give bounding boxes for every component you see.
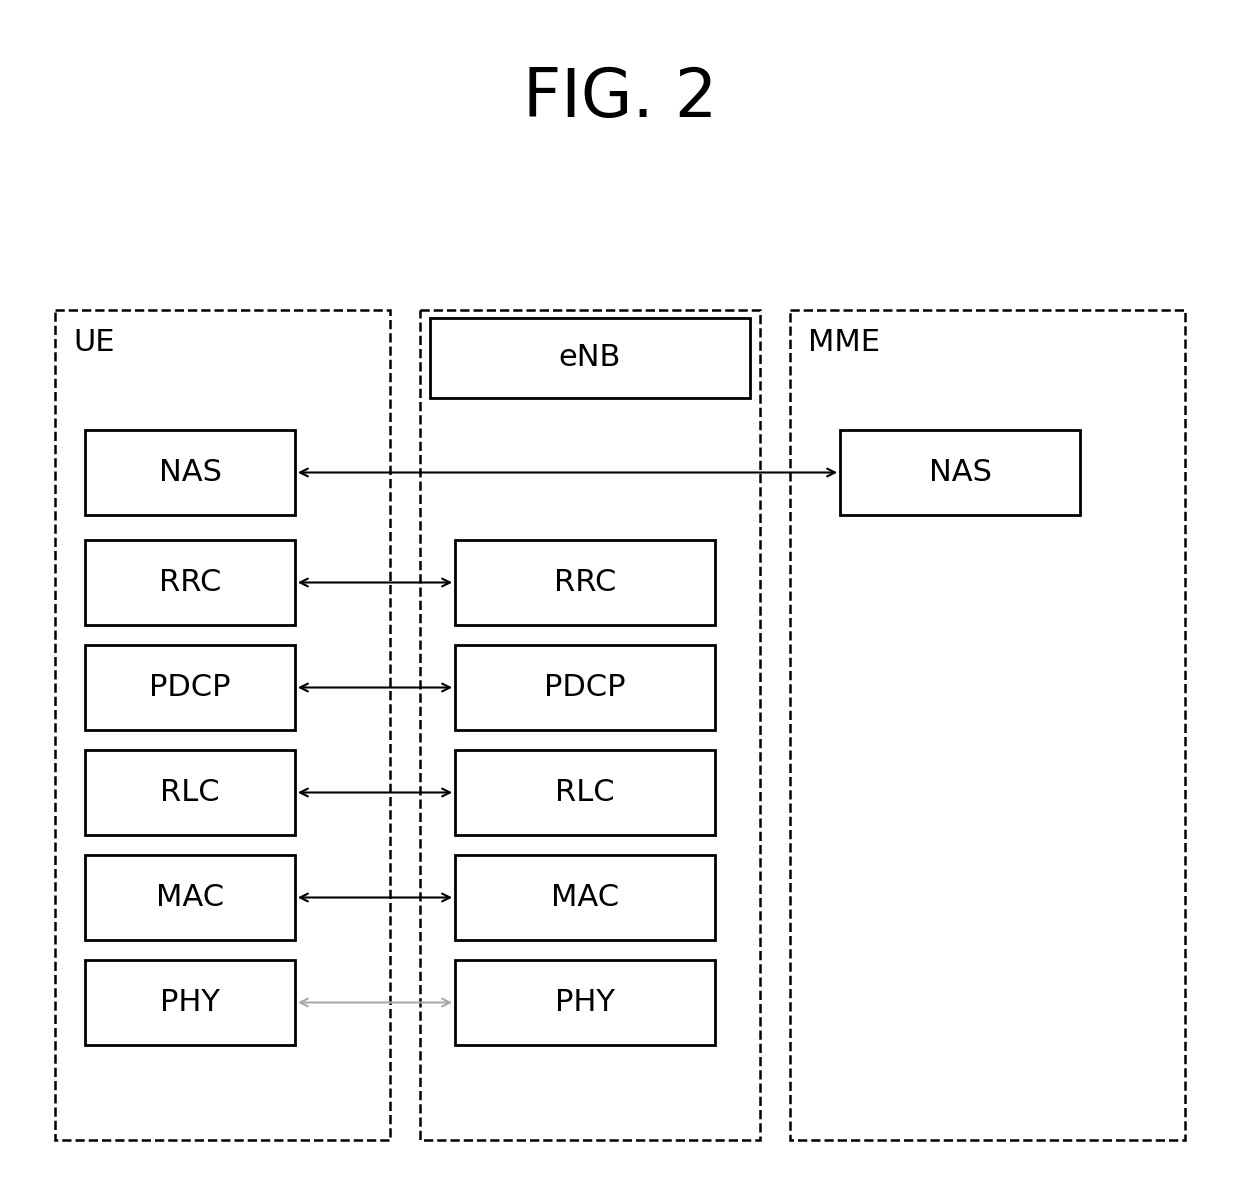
- Text: NAS: NAS: [159, 458, 222, 487]
- Bar: [455, 750, 715, 835]
- Text: UE: UE: [73, 328, 114, 357]
- Bar: [86, 750, 295, 835]
- Text: eNB: eNB: [559, 344, 621, 373]
- Text: RRC: RRC: [554, 568, 616, 597]
- Bar: [455, 645, 715, 730]
- Text: MAC: MAC: [156, 884, 224, 912]
- Text: RLC: RLC: [556, 778, 615, 807]
- Bar: [430, 318, 750, 398]
- Text: RRC: RRC: [159, 568, 221, 597]
- Bar: [839, 430, 1080, 515]
- Bar: [86, 540, 295, 624]
- Text: RLC: RLC: [160, 778, 219, 807]
- Bar: [455, 540, 715, 624]
- Text: MME: MME: [808, 328, 880, 357]
- Text: PHY: PHY: [556, 987, 615, 1017]
- Text: FIG. 2: FIG. 2: [523, 64, 717, 131]
- Bar: [86, 645, 295, 730]
- Bar: [790, 310, 1185, 1140]
- Text: PDCP: PDCP: [149, 673, 231, 702]
- Bar: [420, 310, 760, 1140]
- Bar: [86, 855, 295, 940]
- Bar: [86, 430, 295, 515]
- Text: PHY: PHY: [160, 987, 219, 1017]
- Text: NAS: NAS: [929, 458, 992, 487]
- Bar: [86, 960, 295, 1045]
- Bar: [455, 960, 715, 1045]
- Bar: [455, 855, 715, 940]
- Text: PDCP: PDCP: [544, 673, 626, 702]
- Text: MAC: MAC: [551, 884, 619, 912]
- Bar: [55, 310, 391, 1140]
